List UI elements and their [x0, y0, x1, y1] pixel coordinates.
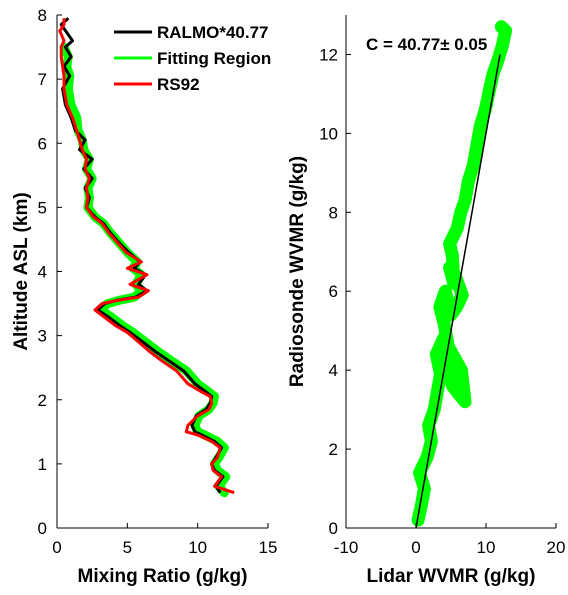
- y-tick-label: 6: [38, 134, 47, 153]
- x-tick-label: 5: [123, 538, 132, 557]
- scatter-point: [440, 356, 453, 369]
- scatter-point: [495, 20, 508, 33]
- scatter-point: [450, 301, 463, 313]
- y-tick-label: 12: [319, 45, 338, 64]
- scatter-point: [430, 348, 443, 361]
- legend-label: RALMO*40.77: [157, 23, 268, 42]
- x-tick-label: 0: [52, 538, 61, 557]
- y-tick-label: 6: [329, 282, 338, 301]
- legend-label: Fitting Region: [157, 49, 271, 68]
- y-tick-label: 7: [38, 70, 47, 89]
- y-axis-label-1: Altitude ASL (km): [11, 192, 32, 350]
- x-axis-label-1: Mixing Ratio (g/kg): [78, 566, 248, 587]
- scatter-point: [459, 395, 471, 408]
- scatter-point: [455, 364, 468, 377]
- scatter-point: [433, 301, 446, 313]
- x-tick-label: 0: [411, 538, 420, 557]
- y-tick-label: 2: [329, 440, 338, 459]
- y-tick-label: 1: [38, 455, 47, 474]
- y-tick-label: 0: [329, 519, 338, 538]
- scatter-point: [447, 277, 460, 290]
- y-tick-label: 5: [38, 198, 47, 217]
- scatter-point: [491, 56, 504, 69]
- scatter-point: [462, 174, 475, 187]
- scatter-point: [413, 466, 426, 479]
- x-tick-label: 20: [547, 538, 566, 557]
- scatter-point: [471, 135, 484, 148]
- x-tick-label: 10: [188, 538, 207, 557]
- y-tick-label: 10: [319, 124, 338, 143]
- x-axis-label-2: Lidar WVMR (g/kg): [367, 566, 536, 587]
- scatter-point: [454, 206, 467, 219]
- y-tick-label: 2: [38, 391, 47, 410]
- y-tick-label: 8: [329, 203, 338, 222]
- plot-area-1: [57, 15, 268, 528]
- x-tick-label: 10: [477, 538, 496, 557]
- y-tick-label: 4: [329, 361, 338, 380]
- y-tick-label: 0: [38, 519, 47, 538]
- y-tick-label: 8: [38, 6, 47, 25]
- scatter-point: [496, 40, 509, 53]
- scatter-point: [418, 482, 431, 495]
- x-tick-label: -10: [334, 538, 359, 557]
- scatter-point: [443, 237, 456, 250]
- y-tick-label: 3: [38, 327, 47, 346]
- scatter-point: [446, 249, 459, 262]
- series-rs92-line: [58, 18, 235, 495]
- scatter-point: [479, 103, 492, 116]
- scatter-point: [422, 419, 435, 432]
- scatter-point: [474, 119, 487, 132]
- scatter-point: [415, 498, 428, 511]
- scatter-point: [421, 451, 434, 463]
- scatter-point: [459, 194, 471, 207]
- scatter-point: [443, 261, 456, 274]
- y-tick-label: 4: [38, 263, 47, 282]
- fit-line: [415, 54, 501, 529]
- x-tick-label: 15: [259, 538, 278, 557]
- legend-label: RS92: [157, 75, 200, 94]
- coefficient-annotation: C = 40.77± 0.05: [366, 35, 487, 54]
- y-axis-label-2: Radiosonde WVMR (g/kg): [287, 156, 308, 387]
- scatter-point: [438, 316, 450, 329]
- scatter-point: [439, 285, 452, 298]
- scatter-point: [456, 289, 469, 302]
- scatter-point: [451, 222, 464, 235]
- left-chart: 0 5 10 15 0 1 2 3 4 5 6 7 8 Mixing Ratio (g/kg) Altitu…: [11, 6, 277, 587]
- scatter-point: [467, 159, 480, 171]
